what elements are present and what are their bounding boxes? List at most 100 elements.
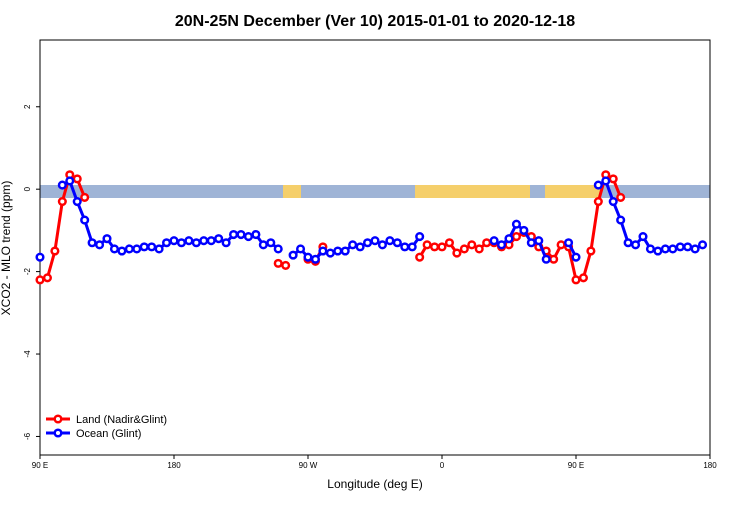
data-point [169, 236, 179, 246]
y-tick-label: 0 [23, 186, 32, 191]
data-point [80, 215, 90, 225]
data-point [489, 236, 499, 246]
plot-frame [39, 39, 711, 456]
x-tick-label: 90 W [299, 461, 318, 470]
data-point [124, 244, 134, 254]
x-axis-label: Longitude (deg E) [327, 477, 422, 491]
data-point [273, 244, 283, 254]
data-point [504, 234, 514, 244]
data-point [273, 258, 283, 268]
data-point [645, 244, 655, 254]
x-tick-label: 180 [167, 461, 181, 470]
data-point [422, 240, 432, 250]
data-point [42, 273, 52, 283]
land-patch [283, 185, 301, 198]
data-point [95, 240, 105, 250]
y-tick-label: -6 [23, 432, 32, 440]
data-point [474, 244, 484, 254]
y-tick-label: -4 [23, 350, 32, 358]
x-tick-label: 90 E [32, 461, 48, 470]
data-point [251, 229, 261, 240]
data-point [400, 242, 410, 252]
data-point [415, 232, 425, 242]
data-point [147, 242, 157, 252]
data-point [497, 240, 507, 250]
y-axis-label: XCO2 - MLO trend (ppm) [0, 181, 13, 316]
data-point [132, 244, 142, 254]
data-point [511, 232, 521, 242]
data-point [437, 242, 447, 252]
data-point [184, 236, 194, 246]
data-point [549, 254, 559, 264]
data-point [35, 275, 45, 285]
data-point [310, 254, 320, 264]
data-point [564, 238, 574, 248]
data-point [266, 238, 276, 248]
y-tick-label: 2 [23, 104, 32, 109]
data-point [586, 246, 596, 256]
data-point [392, 238, 402, 248]
data-point [608, 196, 618, 207]
data-point [608, 174, 618, 184]
data-point [690, 244, 700, 254]
data-point [519, 225, 529, 235]
data-point [653, 246, 663, 256]
data-point [199, 236, 209, 246]
data-point [363, 238, 373, 248]
data-point [65, 176, 75, 186]
data-point [541, 254, 551, 264]
data-point [482, 238, 492, 248]
ocean-strip [40, 185, 710, 198]
data-point [698, 240, 708, 250]
legend-label: Land (Nadir&Glint) [76, 414, 167, 426]
data-point [236, 229, 246, 240]
data-point [109, 244, 119, 254]
data-point [57, 196, 67, 207]
data-point [571, 252, 581, 262]
x-tick-label: 0 [440, 461, 445, 470]
data-point [102, 234, 112, 244]
data-point [281, 260, 291, 270]
series [35, 176, 708, 264]
data-point [370, 236, 380, 246]
data-point [407, 242, 417, 252]
data-point [154, 244, 164, 254]
x-tick-label: 180 [703, 461, 717, 470]
data-point [206, 236, 216, 246]
data-point [660, 244, 670, 254]
x-tick-label: 90 E [568, 461, 584, 470]
data-point [72, 196, 82, 207]
data-point [57, 180, 67, 190]
data-point [571, 275, 581, 285]
data-point [87, 238, 97, 248]
data-point [415, 252, 425, 262]
data-point [348, 240, 358, 250]
data-point [444, 238, 454, 248]
data-point [318, 246, 328, 256]
map-strip [40, 185, 710, 198]
data-point [467, 240, 477, 250]
data-point [243, 232, 253, 242]
data-point [214, 234, 224, 244]
data-point [355, 242, 365, 252]
data-point [526, 238, 536, 248]
data-point [80, 192, 90, 202]
land-patch [545, 185, 600, 198]
data-point [340, 246, 350, 256]
data-point [176, 238, 186, 248]
data-point [638, 232, 648, 242]
data-point [333, 246, 343, 256]
data-point [221, 238, 231, 248]
data-point [229, 229, 239, 240]
data-point [668, 244, 678, 254]
data-point [303, 252, 313, 262]
data-point [385, 236, 395, 246]
data-point [296, 244, 306, 254]
data-point [191, 238, 201, 248]
data-point [117, 246, 127, 256]
data-point [459, 244, 469, 254]
land-patch [415, 185, 530, 198]
data-point [50, 246, 60, 256]
data-point [534, 236, 544, 246]
